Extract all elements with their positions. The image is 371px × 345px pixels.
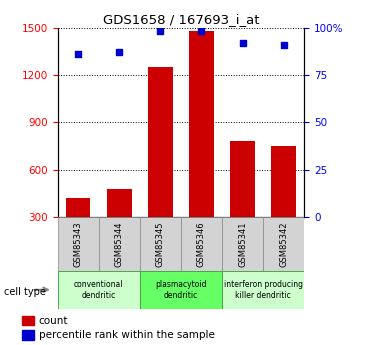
Bar bbox=[263, 217, 304, 271]
Bar bbox=[222, 271, 304, 309]
Bar bbox=[222, 217, 263, 271]
Bar bbox=[22, 316, 34, 325]
Point bbox=[116, 49, 122, 55]
Text: GSM85344: GSM85344 bbox=[115, 221, 124, 267]
Text: GSM85343: GSM85343 bbox=[73, 221, 83, 267]
Point bbox=[75, 51, 81, 57]
Title: GDS1658 / 167693_i_at: GDS1658 / 167693_i_at bbox=[103, 13, 259, 27]
Text: cell type: cell type bbox=[4, 287, 46, 296]
Bar bbox=[140, 271, 222, 309]
Point bbox=[198, 29, 204, 34]
Bar bbox=[66, 198, 91, 217]
Bar bbox=[140, 217, 181, 271]
Text: interferon producing
killer dendritic: interferon producing killer dendritic bbox=[224, 280, 303, 299]
Bar bbox=[271, 146, 296, 217]
Text: count: count bbox=[39, 316, 68, 325]
Point bbox=[157, 29, 163, 34]
Bar bbox=[22, 331, 34, 340]
Bar bbox=[181, 217, 222, 271]
Text: plasmacytoid
dendritic: plasmacytoid dendritic bbox=[155, 280, 207, 299]
Bar bbox=[107, 189, 131, 217]
Point bbox=[240, 40, 246, 46]
Bar bbox=[99, 217, 140, 271]
Text: percentile rank within the sample: percentile rank within the sample bbox=[39, 330, 214, 340]
Text: GSM85345: GSM85345 bbox=[156, 221, 165, 267]
Bar bbox=[58, 271, 140, 309]
Text: GSM85341: GSM85341 bbox=[238, 221, 247, 267]
Point bbox=[281, 42, 287, 47]
Bar bbox=[58, 217, 99, 271]
Bar bbox=[189, 31, 214, 217]
Bar bbox=[148, 67, 173, 217]
Bar bbox=[230, 141, 255, 217]
Text: conventional
dendritic: conventional dendritic bbox=[74, 280, 124, 299]
Text: GSM85346: GSM85346 bbox=[197, 221, 206, 267]
Text: GSM85342: GSM85342 bbox=[279, 221, 288, 267]
